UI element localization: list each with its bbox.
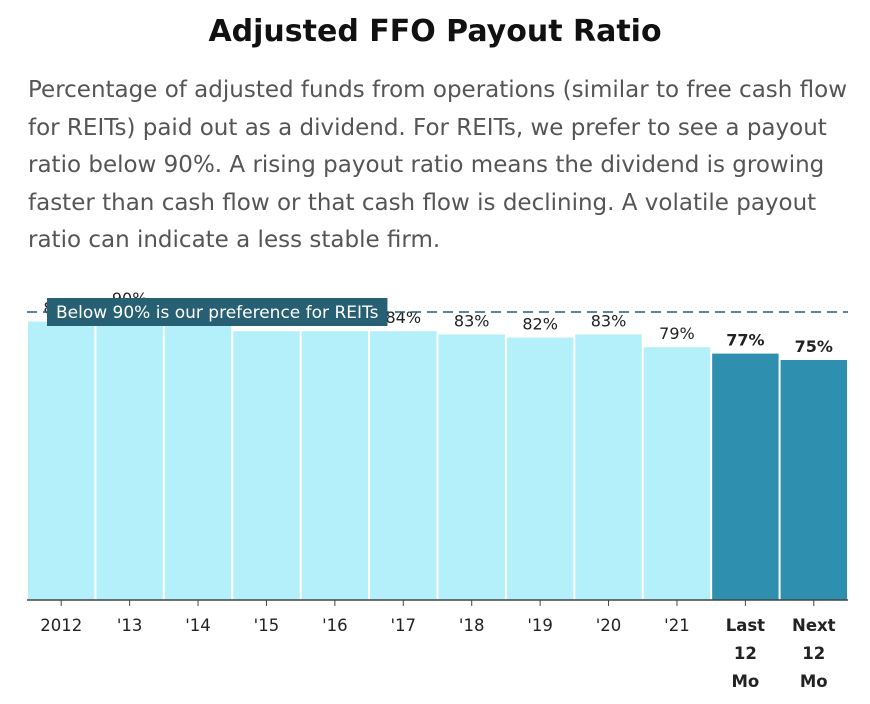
x-tick-label: '19 — [527, 616, 553, 635]
x-tick-label: Last 12 Mo — [725, 616, 766, 691]
bar — [780, 360, 847, 600]
bar — [370, 331, 437, 600]
data-label: 83% — [454, 311, 490, 330]
bar — [164, 321, 232, 600]
data-label: 83% — [591, 311, 627, 330]
chart-subtitle: Percentage of adjusted funds from operat… — [28, 77, 848, 253]
x-tick-label: '21 — [664, 616, 690, 635]
x-tick-label: Next 12 Mo — [792, 616, 836, 691]
bar — [506, 337, 574, 600]
bar — [28, 321, 95, 600]
bar — [575, 334, 642, 600]
x-tick-label: '20 — [595, 616, 622, 635]
bar — [712, 353, 779, 600]
x-tick-label: '17 — [390, 616, 417, 635]
data-label: 82% — [522, 315, 558, 334]
x-tick-label: 2012 — [40, 616, 83, 635]
bar — [96, 312, 163, 600]
x-tick-label: '16 — [322, 616, 348, 635]
annotation: Below 90% is our preference for REITs — [56, 303, 379, 323]
x-tick-label: '13 — [116, 616, 143, 635]
x-tick-label: '14 — [185, 616, 211, 635]
annotation-box — [47, 298, 388, 326]
chart-title: Adjusted FFO Payout Ratio — [208, 14, 662, 49]
data-label: 77% — [726, 331, 764, 350]
data-label: 79% — [659, 324, 695, 343]
bar — [301, 331, 369, 600]
bar — [233, 331, 300, 600]
bar — [438, 334, 505, 600]
bar — [643, 347, 711, 600]
data-label: 84% — [386, 308, 422, 327]
x-tick-label: '18 — [458, 616, 485, 635]
x-tick-label: '15 — [253, 616, 280, 635]
data-label: 75% — [795, 337, 833, 356]
